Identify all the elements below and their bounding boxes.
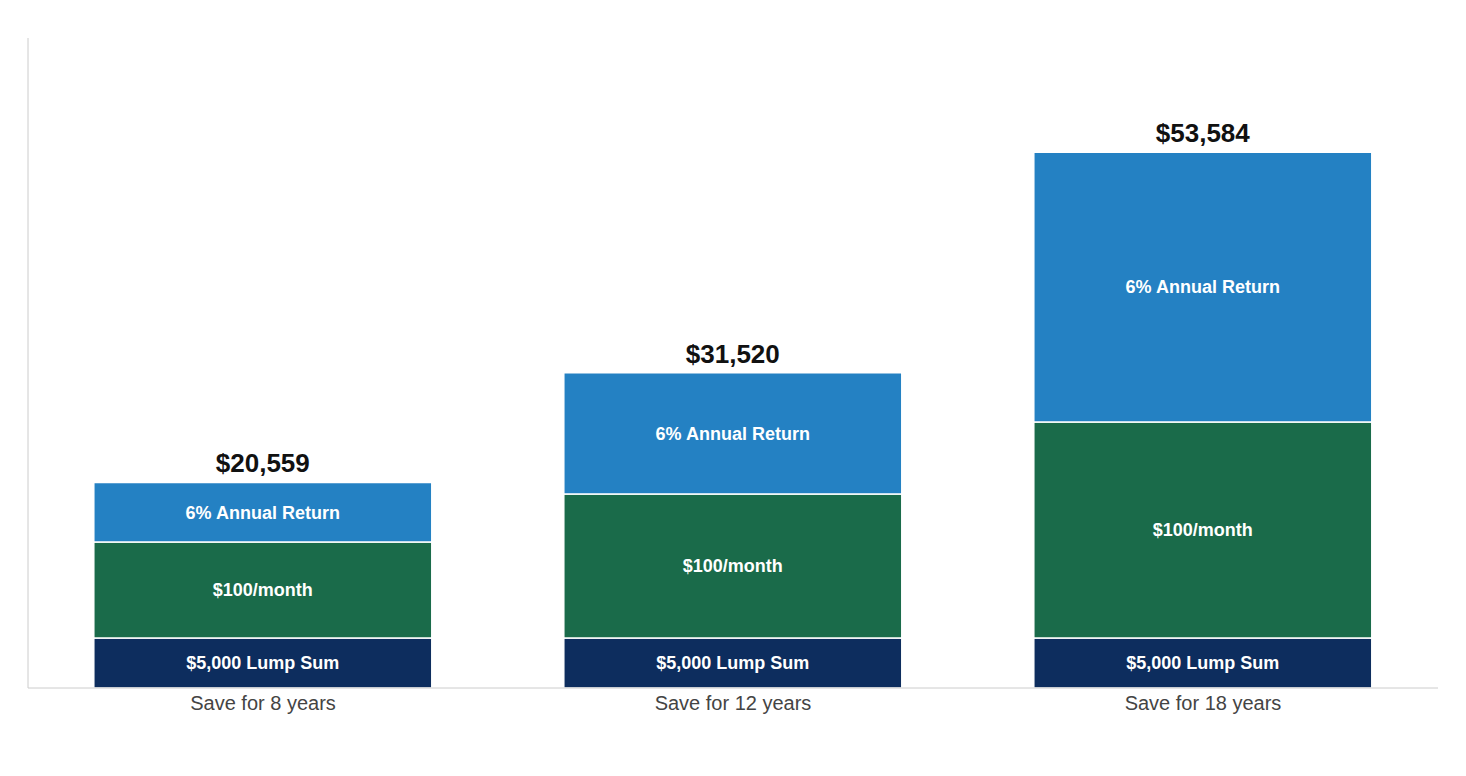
svg-text:$53,584: $53,584 xyxy=(1156,118,1251,148)
svg-text:6% Annual Return: 6% Annual Return xyxy=(656,424,810,444)
svg-text:$31,520: $31,520 xyxy=(686,339,780,369)
svg-text:$100/month: $100/month xyxy=(683,556,783,576)
svg-text:$20,559: $20,559 xyxy=(216,448,310,478)
svg-text:Save for 12 years: Save for 12 years xyxy=(655,692,812,714)
svg-text:$5,000 Lump Sum: $5,000 Lump Sum xyxy=(656,653,809,673)
svg-text:Save for 18 years: Save for 18 years xyxy=(1125,692,1282,714)
svg-text:$5,000 Lump Sum: $5,000 Lump Sum xyxy=(186,653,339,673)
svg-text:6% Annual Return: 6% Annual Return xyxy=(186,503,340,523)
svg-text:6% Annual Return: 6% Annual Return xyxy=(1126,277,1280,297)
svg-text:$5,000 Lump Sum: $5,000 Lump Sum xyxy=(1126,653,1279,673)
svg-text:$100/month: $100/month xyxy=(213,580,313,600)
svg-text:$100/month: $100/month xyxy=(1153,520,1253,540)
svg-text:Save for 8 years: Save for 8 years xyxy=(190,692,336,714)
